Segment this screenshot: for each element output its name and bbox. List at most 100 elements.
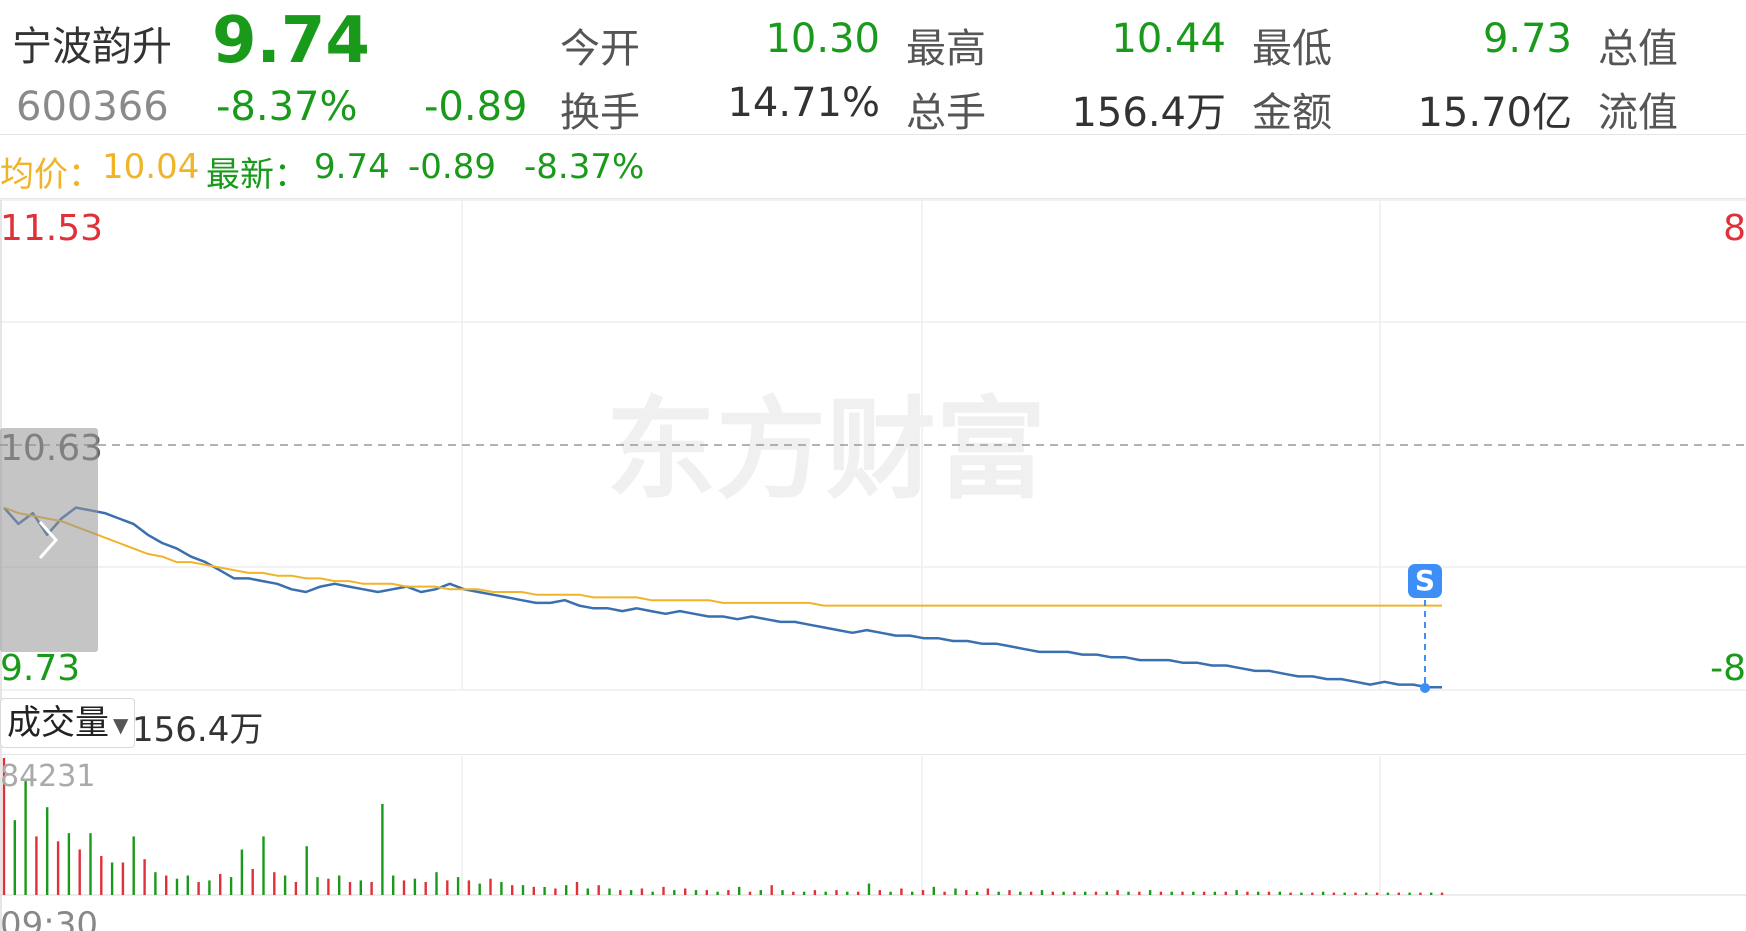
volume-header: 成交量 ▼ 156.4万 [0,692,1746,755]
volume-bar [1051,891,1054,895]
volume-bar [759,890,762,895]
volume-bar [24,781,27,895]
volume-bar [565,885,568,895]
volume-bar [219,873,222,895]
volume-bar [35,836,38,895]
volume-bar [1408,892,1411,895]
volume-bar [640,888,644,895]
total-volume-value: 156.4万 [1071,90,1226,136]
volume-bar [867,883,871,895]
volume-bar [673,890,676,895]
chart-grid [0,199,1746,931]
current-price: 9.74 [212,4,370,78]
quote-header: 宁波韵升 9.74 600366 -8.37% -0.89 今开 10.30 最… [0,0,1746,136]
volume-bar [965,890,968,895]
volume-bar [857,891,860,895]
volume-bar [521,885,525,895]
volume-bar [1289,892,1292,895]
volume-bar [586,888,589,895]
volume-bar [197,882,200,895]
volume-bar [835,890,838,895]
right-tick-label-top: 8 [1723,208,1746,249]
volume-bar [770,885,773,895]
volume-bar [1127,891,1130,895]
volume-bar [359,880,362,895]
amount-label: 金额 [1252,90,1332,136]
volume-bar [1084,891,1087,895]
low-value: 9.73 [1482,16,1572,62]
volume-bar [110,862,114,895]
volume-total: 156.4万 [132,710,264,750]
volume-bar [943,891,946,895]
volume-bar [1181,891,1184,895]
volume-bar [467,880,471,895]
volume-bar [1073,891,1076,895]
volume-bar [1094,891,1098,895]
market-cap-label: 总值 [1598,26,1678,72]
volume-bar [1375,892,1379,895]
volume-bar [727,890,730,895]
volume-bar [878,890,881,895]
volume-bar [121,862,125,895]
volume-bar [424,882,427,895]
chart-scroll-handle[interactable] [0,428,98,652]
volume-bar [1430,892,1433,895]
volume-bar [143,859,146,895]
volume-bar [954,888,957,895]
indicator-select[interactable]: 成交量 ▼ [0,698,136,748]
volume-bar [165,875,168,895]
volume-bar [575,882,579,895]
volume-bar [554,888,557,895]
volume-bar [1332,892,1336,895]
volume-bar [273,872,276,895]
volume-bar [911,891,914,895]
volume-bar [1138,891,1141,895]
volume-bar [997,891,1000,895]
volume-bar [327,878,330,895]
volume-bar [89,833,92,895]
volume-bar [1386,892,1390,895]
volume-bar [251,869,254,895]
caret-down-icon: ▼ [113,712,129,737]
volume-bar [500,882,503,895]
volume-bar [824,891,827,895]
volume-bar [781,890,784,895]
volume-bar [456,877,460,895]
volume-bar [1246,891,1249,895]
volume-bar [229,877,233,895]
latest-value: 9.74 [314,147,390,187]
volume-bar [1235,890,1238,895]
volume-bar [1321,891,1325,895]
volume-bar [294,882,298,895]
volume-bar [1397,892,1400,895]
latest-label: 最新： [206,155,308,195]
volume-bar [370,882,373,895]
volume-bar [694,890,698,895]
chart-legend: 均价： 10.04 最新： 9.74 -0.89 -8.37% [0,135,1746,199]
high-label: 最高 [906,26,986,72]
volume-bar [1062,891,1065,895]
low-label: 最低 [1252,26,1332,72]
volume-bar [532,886,535,895]
volume-bar [1202,891,1206,895]
amount-value: 15.70亿 [1417,90,1572,136]
volume-bar [684,888,687,895]
right-tick-label-bottom: -8 [1710,648,1746,689]
volume-bar [478,883,481,895]
volume-bar [1148,890,1152,895]
change-amount: -0.89 [424,84,528,130]
x-tick-label-open: 09:30 [0,905,98,931]
volume-bar [435,872,438,895]
volume-bar [338,875,341,895]
volume-bar [1105,891,1108,895]
s-marker-badge[interactable]: S [1408,564,1442,598]
volume-bar [1170,891,1173,895]
volume-bar [705,890,708,895]
y-tick-label-top: 11.53 [0,208,103,249]
volume-bar [1257,891,1260,895]
volume-bar [1019,891,1022,895]
latest-change-pct: -8.37% [524,147,645,187]
turnover-value: 14.71% [727,80,880,126]
volume-bar [305,846,308,895]
